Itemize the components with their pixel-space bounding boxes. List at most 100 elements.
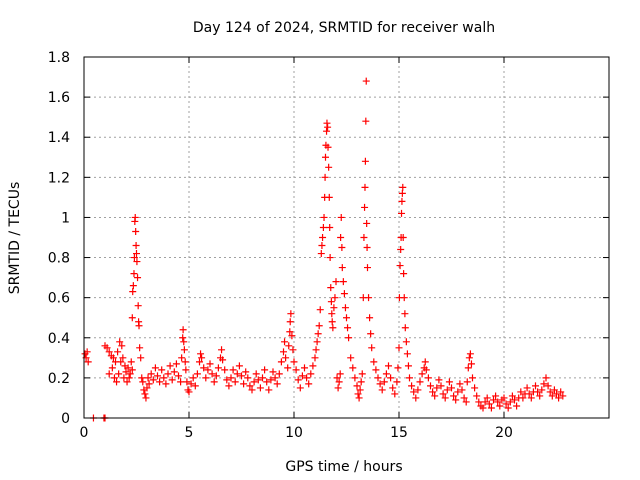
data-point bbox=[191, 382, 199, 390]
data-point bbox=[492, 392, 500, 400]
data-point bbox=[138, 374, 146, 382]
data-point bbox=[286, 328, 294, 336]
data-point bbox=[313, 338, 321, 346]
data-point bbox=[287, 310, 295, 318]
data-point bbox=[378, 386, 386, 394]
data-point bbox=[325, 163, 333, 171]
data-point bbox=[233, 370, 241, 378]
data-point bbox=[441, 394, 449, 402]
data-point bbox=[324, 143, 332, 151]
data-point bbox=[179, 334, 187, 342]
x-tick-label: 10 bbox=[285, 425, 303, 441]
data-point bbox=[204, 366, 212, 374]
data-point bbox=[144, 374, 152, 382]
data-point bbox=[334, 384, 342, 392]
data-point bbox=[160, 374, 168, 382]
data-point bbox=[338, 264, 346, 272]
data-point bbox=[331, 294, 339, 302]
data-point bbox=[494, 398, 502, 406]
data-point bbox=[421, 358, 429, 366]
y-tick-label: 1.8 bbox=[48, 50, 70, 66]
data-point bbox=[132, 227, 140, 235]
data-point bbox=[303, 374, 311, 382]
data-point bbox=[435, 376, 443, 384]
data-point bbox=[181, 358, 189, 366]
y-tick-label: 1.6 bbox=[48, 90, 70, 106]
data-point bbox=[370, 358, 378, 366]
data-point bbox=[431, 392, 439, 400]
data-point bbox=[466, 350, 474, 358]
data-point bbox=[118, 342, 126, 350]
data-point bbox=[307, 370, 315, 378]
data-point bbox=[145, 380, 153, 388]
data-point bbox=[127, 358, 135, 366]
data-point bbox=[450, 392, 458, 400]
data-point bbox=[496, 402, 504, 410]
data-point bbox=[301, 364, 308, 372]
tick-marks bbox=[83, 56, 609, 419]
data-point bbox=[462, 398, 470, 406]
data-point bbox=[339, 278, 347, 286]
data-point bbox=[325, 193, 333, 201]
data-point bbox=[322, 153, 329, 161]
data-point bbox=[404, 362, 412, 370]
data-point bbox=[422, 366, 430, 374]
data-point bbox=[385, 362, 392, 370]
data-point bbox=[460, 394, 468, 402]
data-point bbox=[109, 354, 117, 362]
x-tick-label: 20 bbox=[495, 425, 513, 441]
data-point bbox=[362, 77, 370, 85]
data-point bbox=[397, 246, 405, 254]
data-point bbox=[131, 213, 139, 221]
data-point bbox=[490, 396, 497, 404]
data-point bbox=[318, 242, 326, 250]
chart-title: Day 124 of 2024, SRMTID for receiver wal… bbox=[193, 20, 495, 36]
data-point bbox=[517, 388, 525, 396]
data-point bbox=[356, 386, 364, 394]
data-point bbox=[136, 344, 144, 352]
data-point bbox=[280, 348, 287, 356]
data-point bbox=[250, 378, 258, 386]
data-point bbox=[465, 354, 473, 362]
data-point bbox=[387, 374, 395, 382]
data-point bbox=[414, 386, 422, 394]
y-tick-label: 1.2 bbox=[48, 170, 70, 186]
data-point bbox=[115, 370, 123, 378]
data-point bbox=[513, 402, 521, 410]
data-point bbox=[452, 396, 460, 404]
data-point bbox=[156, 378, 164, 386]
data-point bbox=[170, 368, 178, 376]
x-tick-label: 5 bbox=[185, 425, 194, 441]
data-point bbox=[337, 234, 345, 241]
data-point bbox=[168, 376, 176, 384]
data-point bbox=[200, 364, 208, 372]
data-point bbox=[164, 370, 172, 378]
x-tick-label: 15 bbox=[390, 425, 408, 441]
data-point bbox=[292, 366, 300, 374]
data-point bbox=[130, 254, 138, 262]
data-point bbox=[83, 348, 91, 356]
data-point bbox=[351, 374, 359, 382]
data-point bbox=[265, 386, 273, 394]
data-point bbox=[527, 394, 535, 402]
data-point bbox=[263, 378, 271, 386]
data-point bbox=[395, 344, 403, 352]
data-point bbox=[398, 197, 406, 205]
data-point bbox=[133, 250, 140, 258]
data-point bbox=[277, 358, 285, 366]
data-point bbox=[227, 374, 235, 382]
data-point bbox=[332, 278, 340, 286]
data-point bbox=[445, 378, 453, 386]
data-point bbox=[208, 370, 216, 378]
data-point bbox=[142, 394, 150, 402]
data-point bbox=[244, 374, 252, 382]
data-point bbox=[357, 378, 365, 386]
data-point bbox=[110, 374, 118, 382]
data-point bbox=[439, 390, 447, 398]
data-point bbox=[443, 386, 451, 394]
data-point bbox=[408, 382, 416, 390]
data-point bbox=[416, 378, 424, 386]
data-point bbox=[154, 372, 161, 380]
data-point bbox=[286, 318, 294, 326]
